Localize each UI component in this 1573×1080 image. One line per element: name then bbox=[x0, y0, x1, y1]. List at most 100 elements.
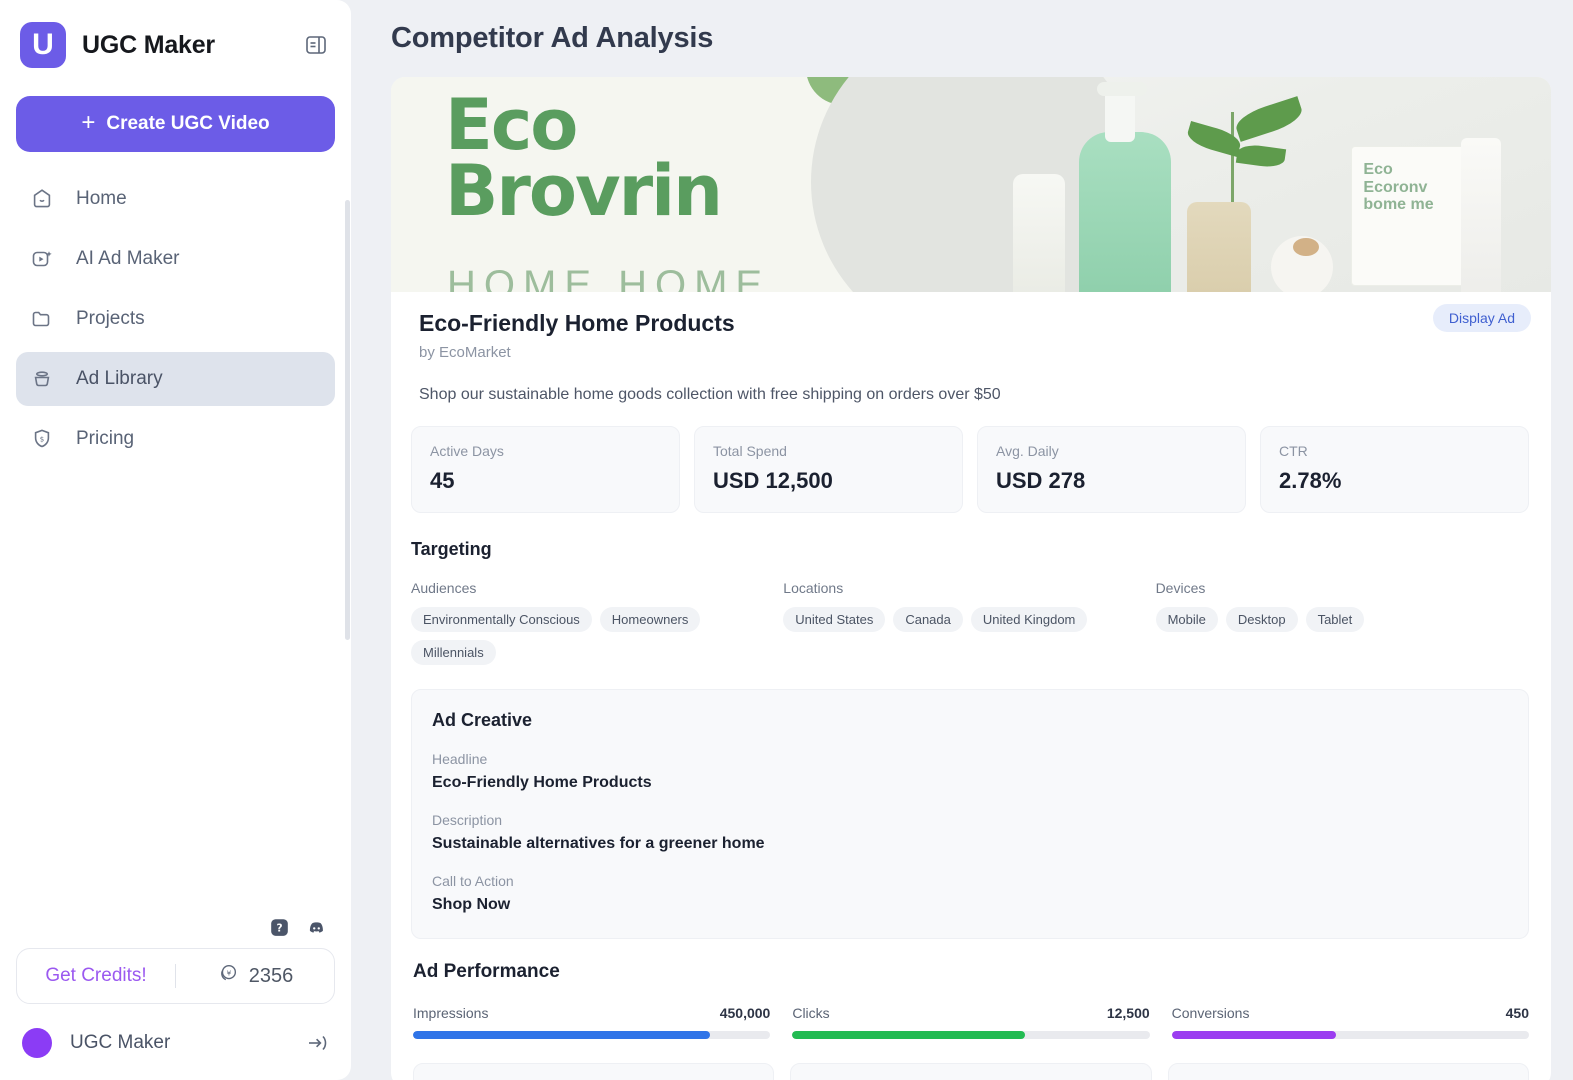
product-tube bbox=[1461, 138, 1502, 292]
home-icon bbox=[30, 187, 54, 211]
pack-text-line1: Eco bbox=[1363, 161, 1393, 179]
creative-field-label: Headline bbox=[432, 751, 488, 767]
stat-label: Total Spend bbox=[713, 443, 787, 459]
ad-title: Eco-Friendly Home Products bbox=[419, 310, 735, 336]
perf-bar-header: Impressions 450,000 bbox=[413, 1005, 770, 1021]
metric-card-cpc: CPC USD 2.10 bbox=[790, 1063, 1152, 1080]
sidebar-item-label: Pricing bbox=[76, 428, 135, 449]
perf-bar-value: 450,000 bbox=[719, 1005, 771, 1021]
ad-banner-image: Eco Brovrin HOME HOME Eco Ecoronv bbox=[391, 77, 1551, 292]
sidebar-item-home[interactable]: Home bbox=[16, 172, 335, 226]
perf-bar-track bbox=[413, 1031, 771, 1039]
sidebar-item-label: AI Ad Maker bbox=[76, 248, 180, 269]
chip[interactable]: United States bbox=[783, 607, 886, 632]
chip[interactable]: United Kingdom bbox=[970, 607, 1088, 632]
credits-box[interactable]: Get Credits! ¥ 2356 bbox=[16, 948, 335, 1004]
ai-video-icon bbox=[30, 247, 54, 271]
perf-bar-conversions: Conversions 450 bbox=[1171, 1005, 1529, 1039]
creative-field-label: Description bbox=[432, 812, 503, 828]
ad-performance-title: Ad Performance bbox=[413, 961, 560, 982]
stat-value: 2.78% bbox=[1279, 468, 1342, 493]
leaf-icon bbox=[1233, 96, 1306, 142]
status-badge[interactable]: Display Ad bbox=[1432, 304, 1531, 332]
credits-divider bbox=[175, 964, 176, 988]
create-ugc-video-button[interactable]: + Create UGC Video bbox=[16, 96, 335, 152]
pack-text-line2: Ecoronv bbox=[1363, 178, 1428, 196]
targeting-group-label: Audiences bbox=[411, 580, 477, 596]
coin-icon: ¥ bbox=[217, 962, 239, 990]
product-ball-lid bbox=[1293, 238, 1320, 256]
sidebar-user-name: UGC Maker bbox=[70, 1032, 171, 1053]
svg-text:¥: ¥ bbox=[226, 968, 231, 977]
targeting-group-audiences: Audiences Environmentally Conscious Home… bbox=[411, 580, 783, 665]
product-box-text: Eco Ecoronv bome me bbox=[1363, 161, 1433, 214]
banner-title-line2: Brovrin bbox=[445, 149, 723, 232]
chip[interactable]: Mobile bbox=[1155, 607, 1218, 632]
sidebar-item-projects[interactable]: Projects bbox=[16, 292, 335, 346]
ad-description: Shop our sustainable home goods collecti… bbox=[419, 386, 1001, 403]
ad-performance-section: Ad Performance Impressions 450,000 bbox=[391, 939, 1551, 1080]
banner-product-photo: Eco Ecoronv bome me bbox=[811, 77, 1551, 292]
perf-bar-value: 450 bbox=[1505, 1005, 1529, 1021]
targeting-group-devices: Devices Mobile Desktop Tablet bbox=[1155, 580, 1528, 665]
credits-amount-group: ¥ 2356 bbox=[176, 962, 334, 990]
metric-card-ctr: CTR 2.78% bbox=[413, 1063, 775, 1080]
stat-card-ctr: CTR 2.78% bbox=[1260, 426, 1529, 513]
ad-header: Eco-Friendly Home Products by EcoMarket … bbox=[391, 292, 1551, 404]
sidebar: U UGC Maker + Create UGC Video bbox=[0, 0, 351, 1080]
discord-icon[interactable] bbox=[306, 917, 327, 938]
perf-bar-track bbox=[1171, 1031, 1529, 1039]
get-credits-link[interactable]: Get Credits! bbox=[45, 965, 147, 986]
product-bottle-nozzle bbox=[1097, 82, 1148, 96]
chip[interactable]: Millennials bbox=[411, 640, 496, 665]
page-title: Competitor Ad Analysis bbox=[391, 22, 714, 54]
sidebar-social-links: ? bbox=[0, 917, 351, 948]
plant-stem bbox=[1231, 112, 1235, 212]
ad-stats-row: Active Days 45 Total Spend USD 12,500 Av… bbox=[391, 404, 1551, 513]
sidebar-item-label: Home bbox=[76, 188, 127, 209]
chip[interactable]: Homeowners bbox=[599, 607, 701, 632]
perf-bar-fill bbox=[413, 1031, 710, 1039]
banner-subtitle: HOME HOME bbox=[447, 263, 771, 292]
logout-icon[interactable] bbox=[305, 1031, 329, 1055]
targeting-columns: Audiences Environmentally Conscious Home… bbox=[411, 580, 1529, 665]
sidebar-item-label: Projects bbox=[76, 308, 145, 329]
creative-field-cta: Call to Action Shop Now bbox=[432, 873, 1508, 914]
panel-collapse-icon[interactable] bbox=[301, 30, 331, 60]
sidebar-item-label: Ad Library bbox=[76, 368, 163, 389]
targeting-section: Targeting Audiences Environmentally Cons… bbox=[391, 513, 1551, 665]
stat-card-total-spend: Total Spend USD 12,500 bbox=[694, 426, 963, 513]
sidebar-user-row[interactable]: UGC Maker bbox=[16, 1028, 335, 1058]
stat-label: CTR bbox=[1279, 443, 1308, 459]
chip[interactable]: Environmentally Conscious bbox=[411, 607, 592, 632]
sidebar-scrollbar[interactable] bbox=[345, 200, 350, 640]
leaf-icon bbox=[1185, 120, 1244, 158]
performance-bars: Impressions 450,000 Clicks 12,500 bbox=[413, 1005, 1529, 1039]
creative-field-label: Call to Action bbox=[432, 873, 514, 889]
perf-bar-fill bbox=[1171, 1031, 1337, 1039]
chip[interactable]: Tablet bbox=[1305, 607, 1365, 632]
product-sponge bbox=[1187, 202, 1252, 292]
creative-field-value: Sustainable alternatives for a greener h… bbox=[432, 835, 765, 852]
chip[interactable]: Canada bbox=[893, 607, 963, 632]
stat-card-avg-daily: Avg. Daily USD 278 bbox=[977, 426, 1246, 513]
targeting-group-label: Devices bbox=[1155, 580, 1206, 596]
sidebar-header: U UGC Maker bbox=[0, 0, 351, 70]
stat-label: Active Days bbox=[430, 443, 504, 459]
svg-text:$: $ bbox=[40, 435, 44, 443]
help-question-icon[interactable]: ? bbox=[269, 917, 290, 938]
leaf-icon bbox=[1236, 142, 1287, 170]
targeting-title: Targeting bbox=[411, 539, 492, 559]
chip[interactable]: Desktop bbox=[1225, 607, 1298, 632]
chip-list: Mobile Desktop Tablet bbox=[1155, 607, 1528, 632]
targeting-group-label: Locations bbox=[783, 580, 844, 596]
sidebar-item-ai-ad-maker[interactable]: AI Ad Maker bbox=[16, 232, 335, 286]
chip-list: United States Canada United Kingdom bbox=[783, 607, 1155, 632]
sidebar-item-ad-library[interactable]: Ad Library bbox=[16, 352, 335, 406]
stat-value: USD 12,500 bbox=[713, 468, 833, 493]
perf-bar-fill bbox=[792, 1031, 1025, 1039]
sidebar-item-pricing[interactable]: $ Pricing bbox=[16, 412, 335, 466]
perf-bar-header: Conversions 450 bbox=[1172, 1005, 1529, 1021]
perf-bar-label: Impressions bbox=[413, 1005, 489, 1021]
